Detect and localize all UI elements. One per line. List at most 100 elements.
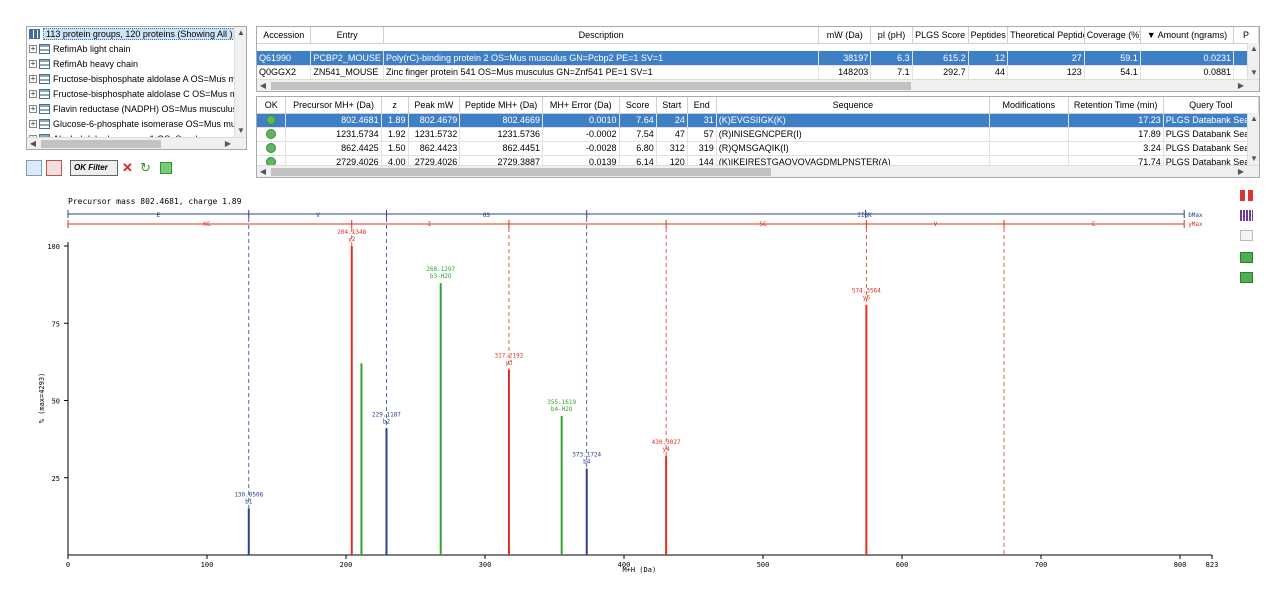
x-tick-label: 600 [896, 561, 909, 569]
export-icon[interactable] [160, 162, 172, 174]
scroll-down-arrow-icon[interactable]: ▼ [237, 126, 245, 135]
print-icon[interactable] [1240, 272, 1253, 283]
table-row[interactable]: 802.4681 1.89 802.4679 802.4669 0.0010 7.64 24… [257, 113, 1259, 128]
x-tick-label: 700 [1035, 561, 1048, 569]
expand-plus-icon[interactable]: + [29, 74, 37, 83]
column-header[interactable]: Coverage (%) [1084, 27, 1141, 44]
column-header[interactable]: ▼ Amount (ngrams) [1140, 27, 1235, 44]
table-row[interactable]: 1231.5734 1.92 1231.5732 1231.5736 -0.0002 7.… [257, 127, 1259, 142]
peptide-table-horizontal-scrollbar[interactable]: ◀ ▶ [257, 165, 1259, 177]
export-image-icon[interactable] [1240, 252, 1253, 263]
scroll-thumb[interactable] [271, 168, 771, 176]
table-cell: 1.89 [381, 113, 409, 128]
expand-plus-icon[interactable]: + [29, 44, 37, 53]
ok-cell[interactable] [257, 141, 287, 156]
scroll-down-arrow-icon[interactable]: ▼ [1250, 154, 1258, 163]
column-header[interactable]: PLGS Score [912, 27, 969, 44]
expand-plus-icon[interactable]: + [29, 119, 37, 128]
scroll-thumb[interactable] [271, 82, 911, 90]
ok-check-icon[interactable] [266, 143, 277, 154]
table-row[interactable]: Q61990 PCBP2_MOUSE Poly(rC)-binding protei… [257, 51, 1259, 66]
tree-vertical-scrollbar[interactable]: ▲ ▼ [234, 27, 246, 149]
column-header[interactable]: pI (pH) [870, 27, 913, 44]
column-header[interactable]: Theoretical Peptides [1007, 27, 1085, 44]
table-cell: 292.7 [912, 65, 969, 80]
expand-plus-icon[interactable]: + [29, 104, 37, 113]
column-header[interactable]: Precursor MH+ (Da) [285, 97, 382, 114]
column-header[interactable]: MH+ Error (Da) [542, 97, 620, 114]
column-header[interactable]: Modifications [989, 97, 1069, 114]
bar-chart-icon[interactable] [1240, 210, 1253, 221]
scroll-up-arrow-icon[interactable]: ▲ [1250, 114, 1258, 123]
proteins-view-icon[interactable] [26, 160, 42, 176]
table-row[interactable]: 862.4425 1.50 862.4423 862.4451 -0.0028 6.80 3… [257, 141, 1259, 156]
table-cell: 7.54 [619, 127, 657, 142]
table-cell: 1231.5734 [285, 127, 382, 142]
table-cell: (K)EVGSIIGK(K) [716, 113, 990, 128]
table-cell: 3.24 [1068, 141, 1164, 156]
clear-filter-icon[interactable]: ✕ [122, 160, 133, 175]
column-header[interactable]: Peptides [968, 27, 1009, 44]
copy-icon[interactable] [1240, 230, 1253, 241]
column-header[interactable]: Query Tool [1163, 97, 1259, 114]
fragment-spectrum-plot[interactable]: Precursor mass 802.4681, charge 1.89 E V GS… [26, 188, 1242, 584]
expand-plus-icon[interactable]: + [29, 89, 37, 98]
column-header[interactable]: P [1233, 27, 1259, 44]
scroll-down-arrow-icon[interactable]: ▼ [1250, 68, 1258, 77]
tree-root-node[interactable]: 113 protein groups, 120 proteins (Showin… [27, 27, 246, 42]
scroll-left-arrow-icon[interactable]: ◀ [29, 139, 37, 148]
column-header[interactable]: z [381, 97, 409, 114]
column-header[interactable]: Start [656, 97, 688, 114]
refresh-icon[interactable]: ↻ [140, 160, 151, 175]
protein-table-horizontal-scrollbar[interactable]: ◀ ▶ [257, 79, 1259, 91]
ok-cell[interactable] [257, 113, 287, 128]
column-header[interactable]: Retention Time (min) [1068, 97, 1164, 114]
column-header[interactable]: mW (Da) [818, 27, 872, 44]
scroll-up-arrow-icon[interactable]: ▲ [237, 28, 245, 37]
y-ladder-label: SG [759, 221, 767, 228]
scroll-right-arrow-icon[interactable]: ▶ [1237, 167, 1245, 176]
tree-horizontal-scrollbar[interactable]: ◀ ▶ [27, 137, 246, 149]
scroll-left-arrow-icon[interactable]: ◀ [259, 81, 267, 90]
peak-mass-label: 430.3027 [652, 439, 681, 446]
column-header[interactable]: Accession [257, 27, 312, 44]
ok-filter-button[interactable]: OK Filter [70, 160, 118, 176]
protein-groups-icon [29, 29, 40, 39]
ok-cell[interactable] [257, 127, 287, 142]
tree-item[interactable]: + Flavin reductase (NADPH) OS=Mus musculu… [27, 102, 246, 117]
scroll-right-arrow-icon[interactable]: ▶ [1237, 81, 1245, 90]
table-row[interactable]: Q0GGX2 ZN541_MOUSE Zinc finger protein 541… [257, 65, 1259, 80]
tree-item[interactable]: + Fructose-bisphosphate aldolase C OS=Mus… [27, 87, 246, 102]
fragment-map-icon[interactable] [1240, 190, 1253, 201]
column-header[interactable]: Sequence [716, 97, 990, 114]
y-ladder-label: I [428, 221, 432, 228]
ok-check-icon[interactable] [266, 115, 277, 126]
column-header[interactable]: Peptide MH+ (Da) [459, 97, 544, 114]
table-row-partial [257, 43, 1259, 51]
scroll-up-arrow-icon[interactable]: ▲ [1250, 44, 1258, 53]
protein-group-tree[interactable]: 113 protein groups, 120 proteins (Showin… [26, 26, 247, 150]
tree-item[interactable]: + Fructose-bisphosphate aldolase A OS=Mus… [27, 72, 246, 87]
ok-check-icon[interactable] [266, 129, 277, 140]
table-cell: 615.2 [912, 51, 969, 66]
peak-ion-label: b4-H2O [551, 406, 573, 413]
tree-item[interactable]: + RefimAb heavy chain [27, 57, 246, 72]
column-header[interactable]: OK [257, 97, 287, 114]
tree-item[interactable]: + Glucose-6-phosphate isomerase OS=Mus mu… [27, 117, 246, 132]
column-header[interactable]: Entry [310, 27, 384, 44]
peak-ion-label: y3 [505, 360, 513, 367]
scroll-right-arrow-icon[interactable]: ▶ [224, 139, 232, 148]
protein-table-vertical-scrollbar[interactable]: ▲ ▼ [1247, 43, 1259, 79]
expand-plus-icon[interactable]: + [29, 59, 37, 68]
scroll-left-arrow-icon[interactable]: ◀ [259, 167, 267, 176]
column-header[interactable]: End [687, 97, 717, 114]
scroll-thumb[interactable] [41, 140, 161, 148]
b-ladder-label: E [157, 212, 161, 219]
peptide-table-vertical-scrollbar[interactable]: ▲ ▼ [1247, 113, 1259, 165]
peptides-view-icon[interactable] [46, 160, 62, 176]
tree-item[interactable]: + RefimAb light chain [27, 42, 246, 57]
column-header[interactable]: Description [383, 27, 820, 44]
column-header[interactable]: Peak mW [408, 97, 461, 114]
peak-ion-label: y6 [863, 295, 871, 302]
column-header[interactable]: Score [619, 97, 657, 114]
